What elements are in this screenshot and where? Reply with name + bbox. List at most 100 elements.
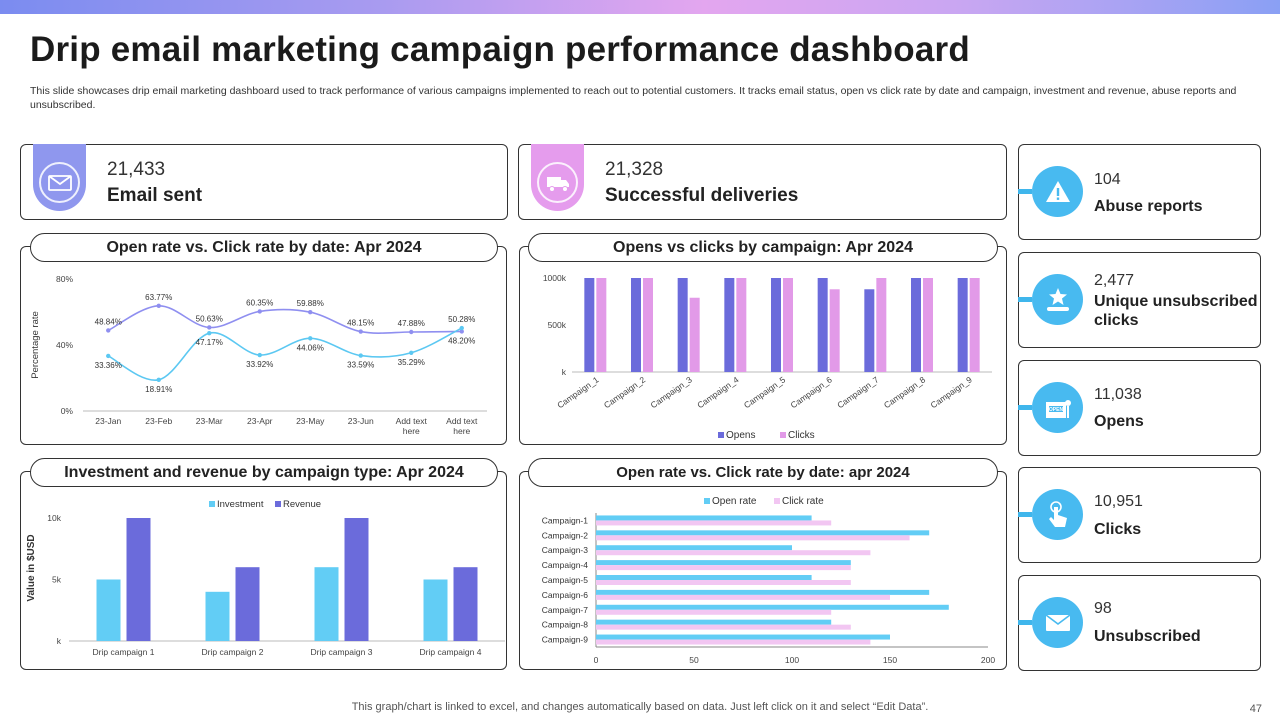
- legend-label: Open rate: [712, 496, 757, 507]
- series-line: [107, 304, 462, 334]
- line-chart: 0% 40% 80% Percentage rate 23-Jan 23-Feb 23-Ma…: [30, 274, 487, 436]
- bar: [771, 278, 781, 372]
- investment-revenue-title: Investment and revenue by campaign type:…: [30, 458, 498, 487]
- x-tick-label: 200: [981, 655, 995, 665]
- investment-revenue-chart: k 5k 10k Value in $USD Drip campaign 1 Drip c…: [26, 499, 505, 657]
- legend-swatch: [774, 498, 780, 504]
- bar: [596, 278, 607, 372]
- bar: [631, 278, 641, 372]
- bar: [876, 278, 887, 372]
- data-point: [358, 353, 363, 358]
- x-tick-label: here: [403, 426, 420, 436]
- data-point: [156, 303, 161, 308]
- kpi-tab: [33, 144, 86, 211]
- kpi-value: 98: [1094, 600, 1112, 617]
- y-tick-label: 10k: [47, 513, 61, 523]
- svg-text:OPEN: OPEN: [1048, 407, 1063, 413]
- data-label: 47.17%: [196, 338, 223, 347]
- x-tick-label: 23-Jun: [348, 416, 374, 426]
- x-tick-label: Drip campaign 4: [420, 647, 482, 657]
- data-label: 63.77%: [145, 293, 172, 302]
- series-line: [107, 327, 463, 381]
- x-tick-label: 150: [883, 655, 897, 665]
- bar: [596, 515, 812, 521]
- bar: [344, 518, 369, 641]
- open-shop-icon: OPEN: [1032, 382, 1083, 433]
- data-label: 33.92%: [246, 360, 273, 369]
- x-tick-label: Campaign_6: [789, 374, 834, 410]
- kpi-label: Email sent: [107, 185, 203, 206]
- data-label: 48.20%: [448, 336, 475, 345]
- bar: [596, 580, 851, 585]
- bar: [596, 639, 871, 645]
- bar: [596, 530, 930, 536]
- bar: [864, 289, 875, 372]
- data-label: 48.15%: [347, 319, 374, 328]
- bar: [783, 278, 793, 372]
- bar: [596, 604, 949, 610]
- opens-clicks-chart: k 500k 1000k Campaign_1 Campaign_2 Campaign_3…: [543, 273, 992, 441]
- top-gradient-bar: [0, 0, 1280, 14]
- data-point: [308, 309, 313, 315]
- data-point: [257, 352, 262, 358]
- x-tick-label: Add text: [446, 416, 478, 426]
- bar: [423, 579, 448, 641]
- y-tick-label: 80%: [56, 274, 73, 284]
- data-label: 33.59%: [347, 361, 374, 370]
- connector: [1018, 405, 1032, 410]
- kpi-unique-unsubscribed-clicks: 2,477 Unique unsubscribed clicks: [1018, 252, 1261, 348]
- y-tick-label: Campaign-3: [542, 545, 589, 555]
- bar: [596, 565, 851, 571]
- bar: [453, 567, 478, 641]
- data-point: [409, 350, 414, 355]
- kpi-label: Unsubscribed: [1094, 628, 1201, 645]
- click-hand-icon: [1032, 489, 1083, 540]
- bar: [596, 535, 910, 541]
- data-point: [106, 328, 111, 333]
- bar: [596, 545, 792, 551]
- data-label: 50.63%: [196, 314, 223, 323]
- data-point: [106, 353, 111, 359]
- kpi-tab: [531, 144, 584, 211]
- bar: [596, 624, 851, 630]
- x-tick-label: 23-Mar: [196, 416, 223, 426]
- x-tick-label: Campaign_5: [742, 374, 787, 410]
- kpi-unsubscribed: 98 Unsubscribed: [1018, 575, 1261, 671]
- kpi-label: Opens: [1094, 413, 1144, 430]
- legend-label: Investment: [217, 499, 264, 510]
- bar: [817, 278, 828, 372]
- x-tick-label: 0: [594, 655, 599, 665]
- legend-label: Click rate: [782, 496, 824, 507]
- data-point: [207, 330, 212, 336]
- y-axis-label: Value in $USD: [26, 534, 37, 601]
- y-tick-label: 1000k: [543, 273, 567, 283]
- x-tick-label: Campaign_9: [929, 374, 974, 410]
- x-tick-label: Drip campaign 2: [202, 647, 264, 657]
- line-chart-panel: 0% 40% 80% Percentage rate 23-Jan 23-Feb 23-Ma…: [20, 246, 507, 445]
- x-tick-label: Drip campaign 1: [93, 647, 155, 657]
- open-click-rate-title: Open rate vs. Click rate by date: apr 20…: [528, 458, 998, 487]
- x-tick-label: Drip campaign 3: [311, 647, 373, 657]
- x-tick-label: 23-Feb: [145, 416, 172, 426]
- star-hand-icon: [1032, 274, 1083, 325]
- footer-note: This graph/chart is linked to excel, and…: [351, 701, 929, 713]
- x-tick-label: 50: [689, 655, 699, 665]
- y-tick-label: Campaign-5: [542, 575, 589, 585]
- data-point: [257, 309, 262, 314]
- y-tick-label: Campaign-9: [542, 635, 589, 645]
- bar: [205, 591, 230, 641]
- delivery-truck-icon: [537, 162, 578, 203]
- y-tick-label: Campaign-7: [542, 605, 589, 615]
- legend-swatch: [718, 432, 724, 438]
- y-tick-label: 0%: [61, 406, 74, 416]
- x-tick-label: Campaign_7: [835, 374, 880, 410]
- y-tick-label: k: [562, 367, 567, 377]
- kpi-value: 10,951: [1094, 493, 1143, 510]
- connector: [1018, 189, 1032, 194]
- bar: [724, 278, 735, 372]
- data-point: [409, 329, 414, 335]
- bar: [596, 575, 812, 580]
- page-title: Drip email marketing campaign performanc…: [30, 30, 970, 69]
- data-label: 18.91%: [145, 385, 172, 394]
- email-icon: [39, 162, 80, 203]
